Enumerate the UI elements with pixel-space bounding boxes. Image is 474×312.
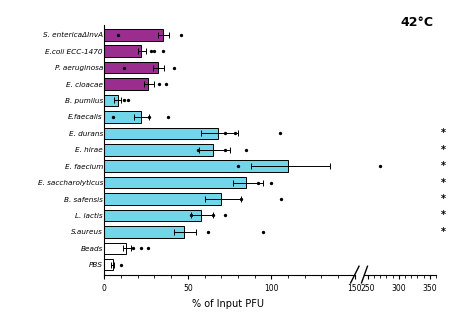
Text: *: * [441, 178, 446, 188]
Text: *: * [441, 227, 446, 237]
Bar [104, 128, 218, 139]
Text: *: * [441, 211, 446, 221]
Text: 42°C: 42°C [401, 16, 434, 29]
Bar [104, 226, 184, 238]
Text: % of Input PFU: % of Input PFU [191, 299, 264, 309]
Text: *: * [441, 161, 446, 171]
Text: *: * [441, 194, 446, 204]
Bar [104, 144, 213, 155]
Text: *: * [441, 128, 446, 138]
Bar [104, 210, 201, 221]
Bar [104, 160, 288, 172]
Bar [104, 78, 148, 90]
Bar [104, 62, 158, 73]
Bar [104, 46, 141, 57]
Text: *: * [441, 145, 446, 155]
Bar [104, 177, 246, 188]
Bar [104, 259, 113, 271]
Bar [104, 193, 221, 205]
Bar [104, 29, 163, 41]
Bar [104, 111, 141, 123]
Bar [104, 95, 118, 106]
Bar [104, 242, 126, 254]
